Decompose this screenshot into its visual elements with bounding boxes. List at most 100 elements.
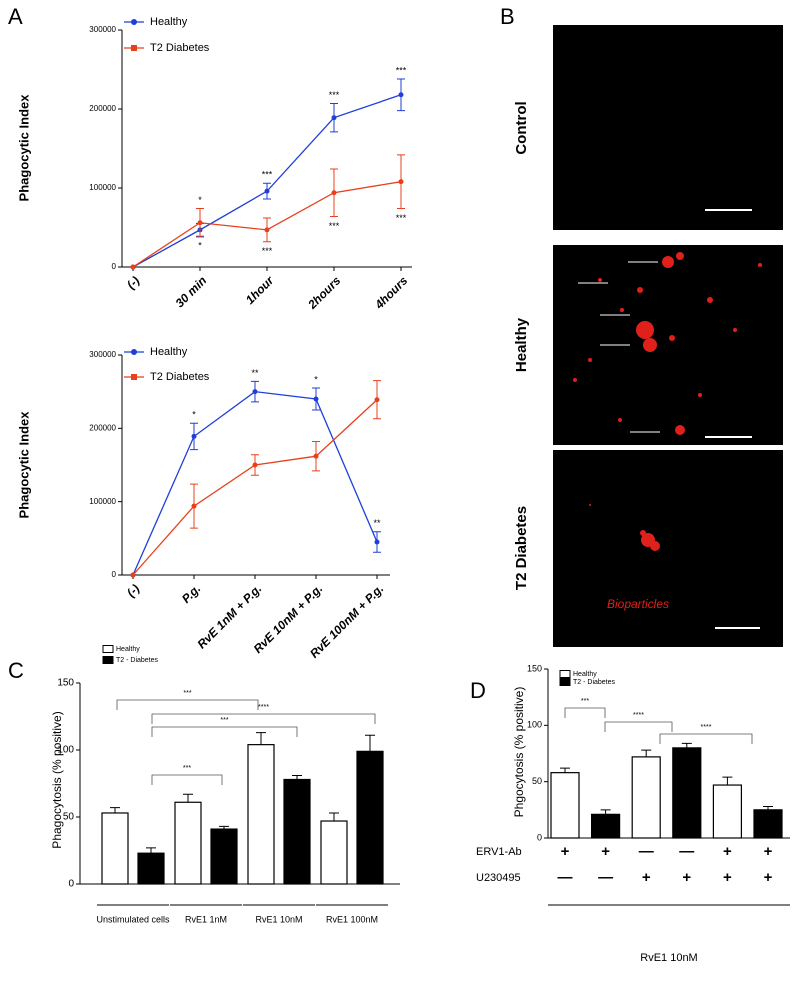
condition-label: ERV1-Ab <box>476 846 522 858</box>
point <box>398 179 404 185</box>
error-bar <box>219 825 229 830</box>
bracket <box>116 699 259 710</box>
panel-label: D <box>470 678 486 703</box>
significance: * <box>314 374 318 384</box>
error-bar <box>256 732 266 745</box>
panel-label: B <box>500 4 515 29</box>
legend-marker <box>102 656 114 664</box>
y-tick-label: 0 <box>112 262 117 271</box>
error-bar <box>722 776 733 786</box>
condition-cell: — <box>679 843 694 860</box>
condition-cell: — <box>639 843 654 860</box>
point <box>191 503 197 509</box>
condition-cell: — <box>598 869 613 886</box>
significance: * <box>192 410 196 420</box>
bracket <box>659 733 753 744</box>
bar <box>356 750 384 885</box>
x-tick-label: RvE1 1nM <box>185 914 227 924</box>
x-tick-label: RvE1 10nM <box>255 914 302 924</box>
significance: ** <box>251 368 259 378</box>
significance: *** <box>396 213 407 223</box>
bar <box>174 801 202 885</box>
x-tick-label: RvE 1nM + P.g. <box>194 581 264 651</box>
y-tick-label: 150 <box>57 678 74 689</box>
particles <box>573 252 762 435</box>
error-bar <box>292 774 302 780</box>
bar <box>137 852 165 885</box>
line <box>132 399 378 576</box>
bar <box>631 756 661 839</box>
legend-label: Healthy <box>150 346 188 358</box>
error-bar <box>641 749 652 757</box>
error-bar <box>560 767 570 773</box>
legend-marker <box>559 678 571 686</box>
bracket <box>151 774 223 785</box>
legend-label: Healthy <box>150 16 188 28</box>
x-tick-label: 30 min <box>173 273 210 310</box>
error-bar <box>681 742 692 748</box>
significance: *** <box>183 765 191 772</box>
bar <box>672 747 702 839</box>
bar <box>247 744 275 885</box>
x-tick-label: 4hours <box>371 273 410 312</box>
error-bar <box>110 807 120 813</box>
legend-label: T2 - Diabetes <box>573 679 616 686</box>
micrograph <box>553 450 783 647</box>
bracket <box>151 726 298 737</box>
point <box>264 227 270 233</box>
bar <box>101 812 129 885</box>
point <box>264 188 270 194</box>
legend-label: Healthy <box>573 671 597 678</box>
y-tick-label: 200000 <box>89 104 116 113</box>
legend-marker <box>102 645 114 653</box>
y-axis-label: Phagocytosis (% positive) <box>50 711 64 848</box>
bar <box>210 828 238 885</box>
significance: * <box>198 241 202 251</box>
error-bar <box>600 809 611 815</box>
significance: *** <box>183 690 191 697</box>
error-bar <box>183 793 193 803</box>
row-label: Control <box>513 101 530 154</box>
condition-label: U230495 <box>476 872 521 884</box>
point <box>331 115 337 121</box>
bracket <box>564 707 606 718</box>
significance: * <box>198 195 202 205</box>
row-label: Healthy <box>513 317 530 372</box>
bar <box>712 784 743 839</box>
y-axis-label: Phagocytic Index <box>16 411 31 519</box>
point <box>252 389 258 395</box>
significance: *** <box>220 717 228 724</box>
point <box>130 572 136 578</box>
y-tick-label: 50 <box>63 812 75 823</box>
condition-cell: + <box>723 843 732 860</box>
error-bar <box>365 734 375 752</box>
x-tick-label: 2hours <box>304 273 343 312</box>
bar <box>590 813 621 839</box>
point <box>252 462 258 468</box>
condition-cell: + <box>682 869 691 886</box>
y-tick-label: 0 <box>112 570 117 579</box>
significance: *** <box>262 170 273 180</box>
condition-cell: + <box>723 869 732 886</box>
y-tick-label: 100 <box>527 720 542 730</box>
y-tick-label: 300000 <box>89 350 116 359</box>
legend-label: T2 Diabetes <box>150 42 210 54</box>
error-bar <box>146 847 156 854</box>
arrows <box>578 261 660 433</box>
x-tick-label: (-) <box>124 581 142 599</box>
point <box>313 453 319 459</box>
y-tick-label: 300000 <box>89 25 116 34</box>
x-tick-label: RvE1 100nM <box>326 914 378 924</box>
condition-cell: + <box>764 843 773 860</box>
legend-marker <box>131 349 137 355</box>
legend-marker <box>559 670 571 678</box>
point <box>191 433 197 439</box>
error-bar <box>329 812 339 822</box>
y-tick-label: 100000 <box>89 183 116 192</box>
panel-label: A <box>8 4 23 29</box>
x-tick-label: (-) <box>124 273 142 291</box>
line <box>132 390 378 576</box>
x-axis-label: RvE1 10nM <box>640 952 697 964</box>
y-tick-label: 0 <box>68 879 74 890</box>
